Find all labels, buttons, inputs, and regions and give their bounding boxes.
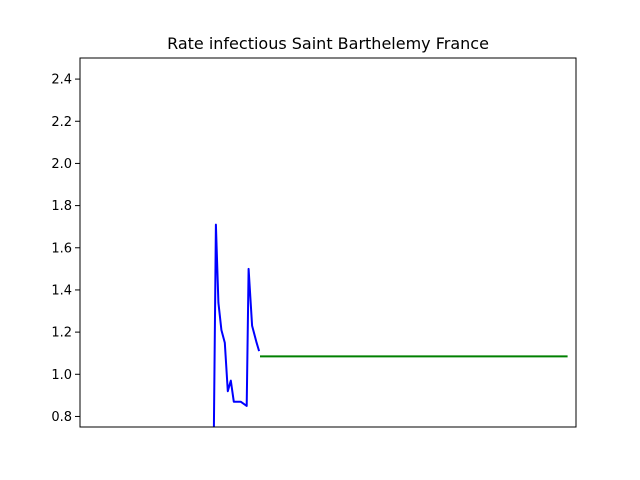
y-tick-label: 1.2: [51, 326, 72, 341]
y-tick-label: 2.2: [51, 115, 72, 130]
y-tick-label: 2.4: [51, 73, 72, 88]
y-tick-label: 1.4: [51, 283, 72, 298]
y-tick-label: 0.8: [51, 410, 72, 425]
y-tick-label: 1.6: [51, 241, 72, 256]
series-line-1: [212, 223, 261, 427]
plot-area: 0.8 1.0 1.2 1.4 1.6 1.8 2.0 2.2 2.4: [51, 57, 577, 428]
y-tick-label: 1.8: [51, 199, 72, 214]
y-tick-label: 2.0: [51, 157, 72, 172]
y-tick-label: 1.0: [51, 368, 72, 383]
chart-title: Rate infectious Saint Barthelemy France: [167, 34, 489, 53]
axes-frame: [79, 57, 577, 428]
